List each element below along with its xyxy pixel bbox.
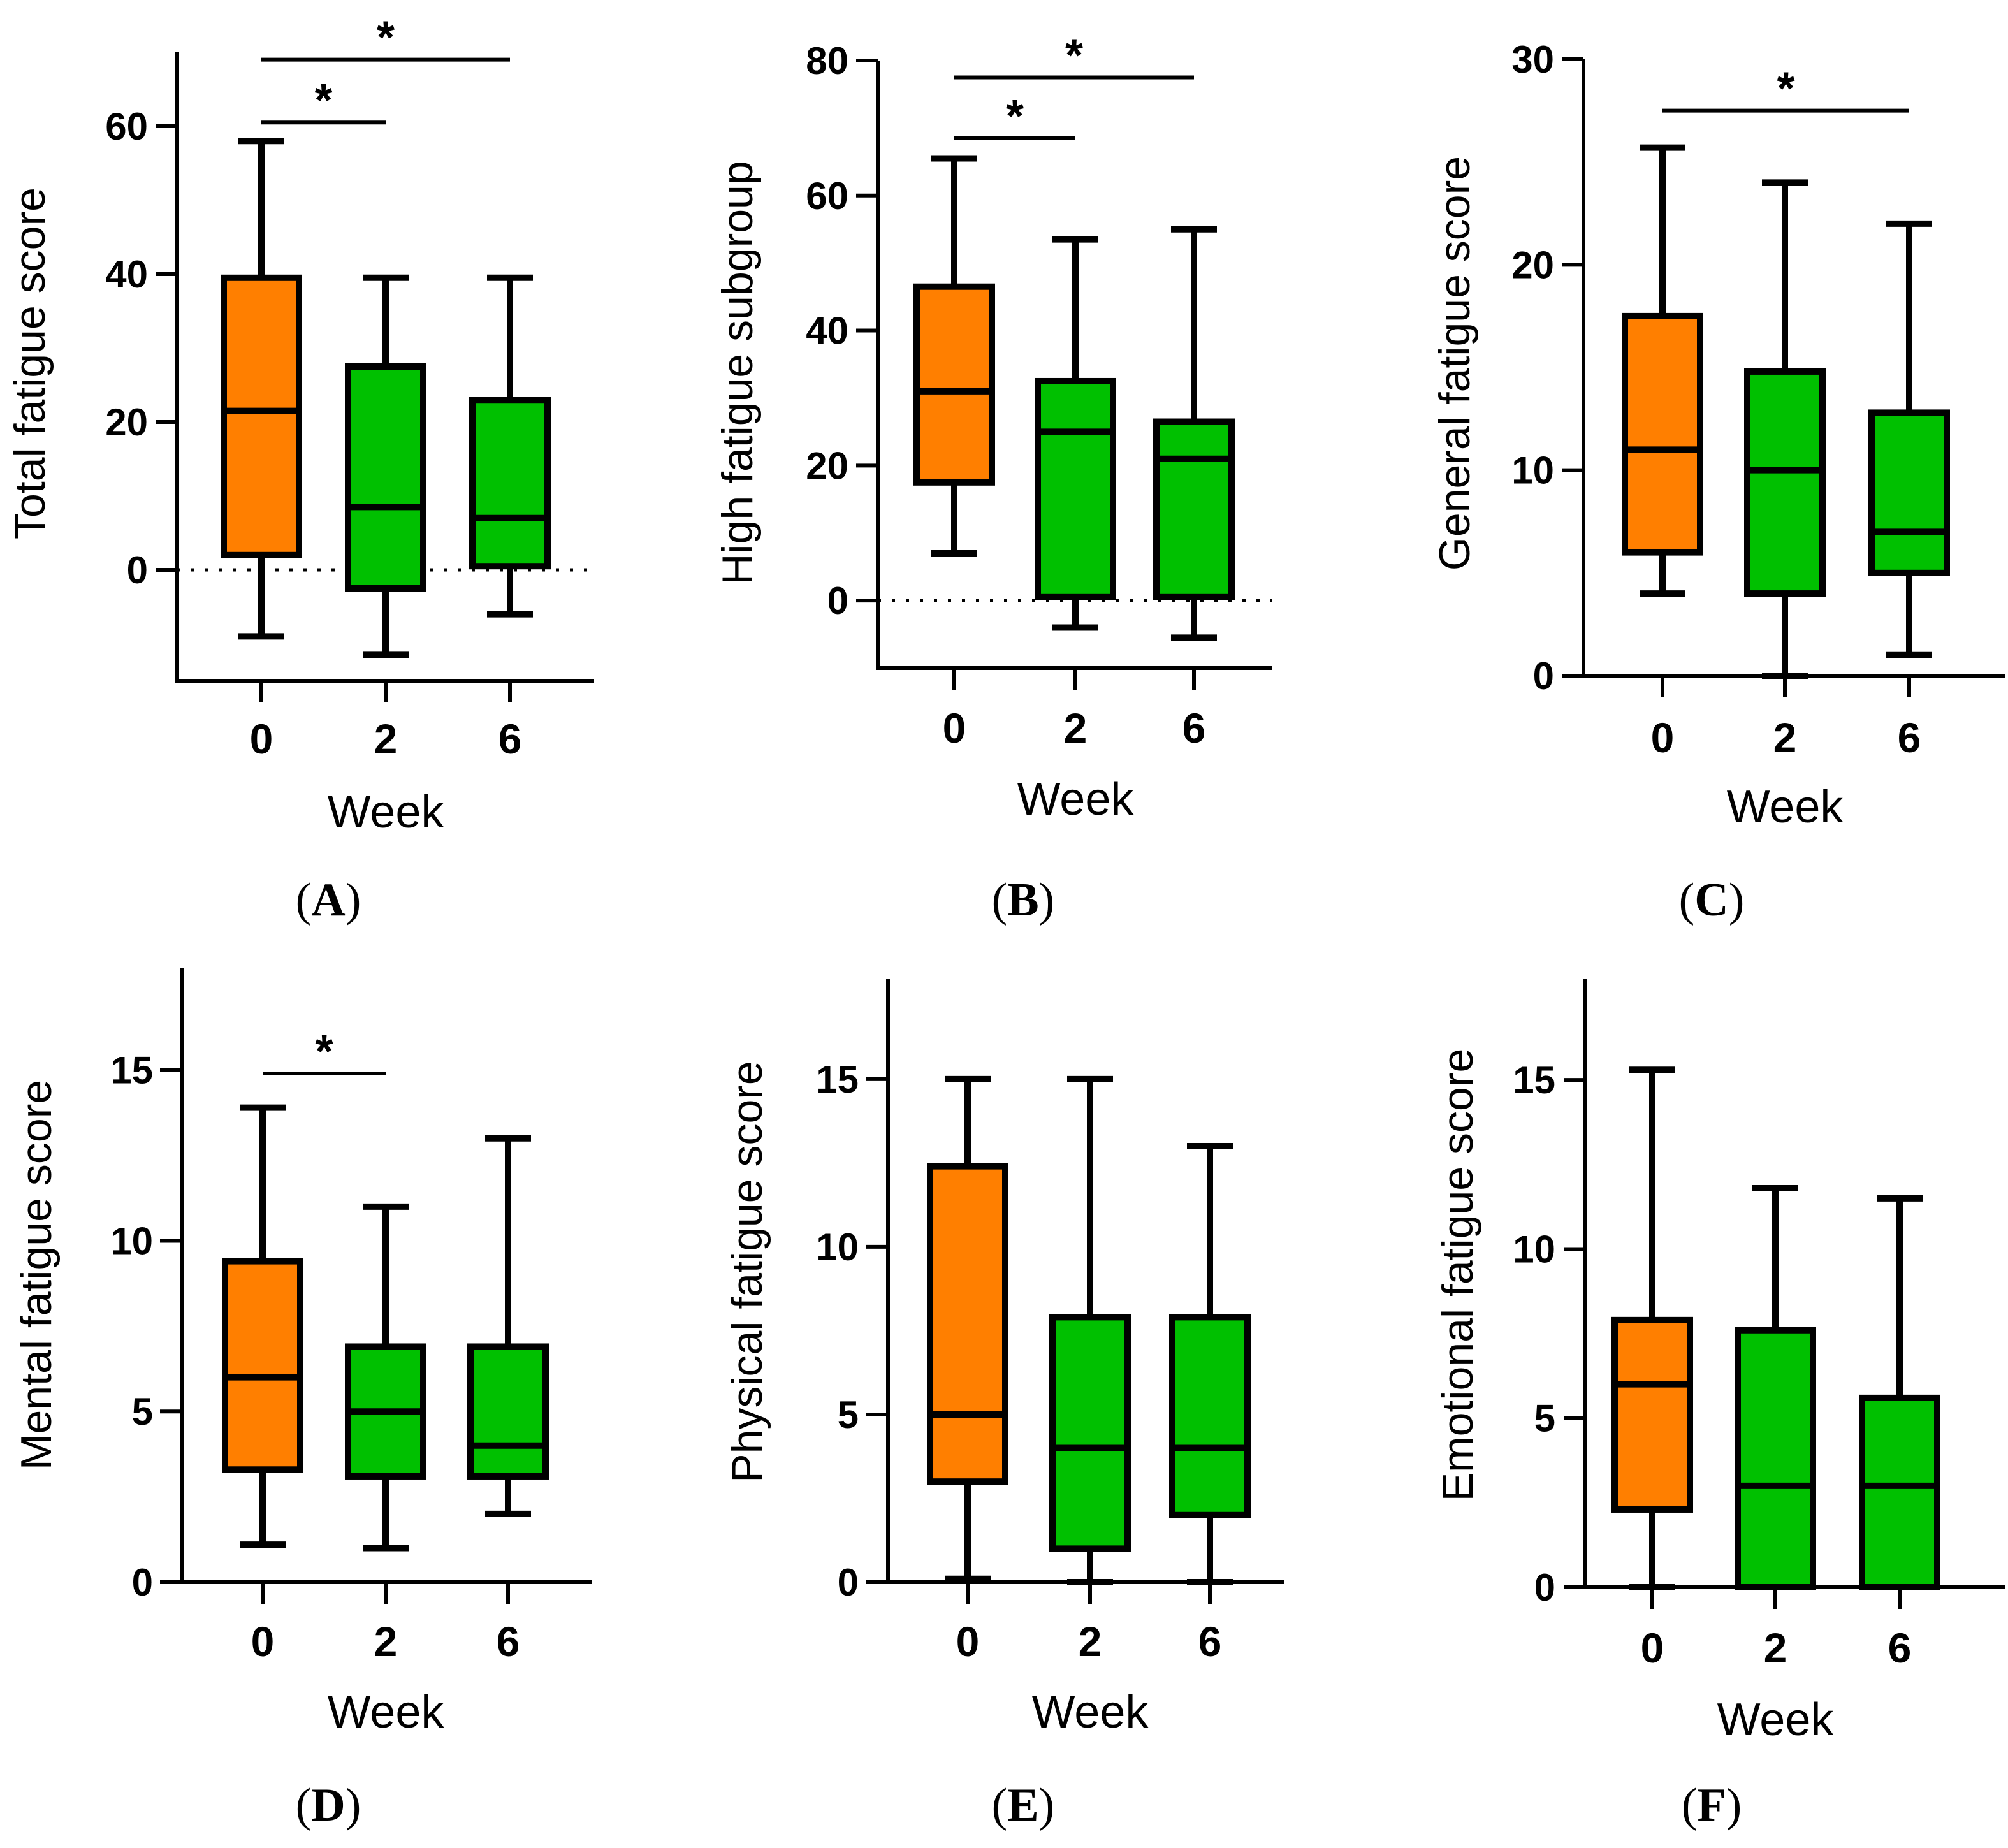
panel-a-y-tick-label: 20 bbox=[105, 401, 148, 444]
panel-b-x-axis-title: Week bbox=[1017, 774, 1135, 825]
panel-e-x-axis-title: Week bbox=[1032, 1687, 1149, 1738]
panel-c-significance-star-0-6: * bbox=[1777, 64, 1794, 115]
panel-b-caption: (B) bbox=[991, 874, 1055, 926]
panel-a-caption: (A) bbox=[295, 874, 361, 926]
panel-f-box-week-0 bbox=[1611, 1316, 1693, 1513]
panel-c-x-tick-label: 6 bbox=[1898, 714, 1921, 761]
panel-b-y-tick-label: 40 bbox=[806, 310, 848, 353]
panel-a-significance-star-0-6: * bbox=[377, 13, 395, 64]
panel-c-caption: (C) bbox=[1678, 874, 1745, 926]
panel-d-x-tick-label: 0 bbox=[251, 1618, 275, 1665]
panel-b-significance-star-0-6: * bbox=[1065, 30, 1083, 81]
panel-b-x-tick-label: 0 bbox=[943, 704, 966, 752]
panel-b-box-week-6 bbox=[1153, 418, 1235, 600]
panel-c-y-tick-label: 0 bbox=[1533, 655, 1554, 697]
panel-f-box-week-2 bbox=[1735, 1327, 1816, 1590]
panel-a-y-tick-label: 60 bbox=[105, 105, 148, 148]
panel-b-y-axis-title: High fatigue subgroup bbox=[713, 161, 762, 585]
panel-d-y-tick-label: 10 bbox=[110, 1219, 153, 1262]
panel-b-box-week-2 bbox=[1035, 377, 1116, 600]
panel-a-box-week-6 bbox=[469, 397, 551, 570]
panel-a-y-tick-label: 0 bbox=[127, 549, 148, 592]
panel-a-x-tick-label: 2 bbox=[374, 715, 398, 762]
panel-e-y-tick-label: 15 bbox=[816, 1058, 859, 1101]
panel-a-y-tick-label: 40 bbox=[105, 253, 148, 296]
panel-e-chart: 0 5 10 15 0 2 6 Week Physical fatigue score bbox=[723, 979, 1284, 1738]
panel-c-x-axis-title: Week bbox=[1727, 782, 1844, 833]
panel-f-y-tick-label: 15 bbox=[1513, 1059, 1555, 1102]
panel-b-x-tick-label: 2 bbox=[1064, 704, 1088, 752]
panel-e-caption: (E) bbox=[991, 1779, 1055, 1831]
panel-c-chart: 0 10 20 30 0 2 6 Week General fatigue score * bbox=[1430, 38, 2005, 833]
panel-e-box-week-2 bbox=[1049, 1314, 1131, 1552]
panel-b-y-tick-label: 60 bbox=[806, 175, 848, 217]
panel-b-x-tick-label: 6 bbox=[1182, 704, 1206, 752]
panel-f-x-axis-title: Week bbox=[1717, 1694, 1835, 1745]
panel-d-box-week-6 bbox=[467, 1343, 549, 1480]
panel-f-box-week-6 bbox=[1859, 1394, 1940, 1591]
panel-e-box-week-6 bbox=[1169, 1314, 1251, 1518]
panel-a-significance-star-0-2: * bbox=[314, 75, 332, 126]
panel-d-box-week-0 bbox=[222, 1258, 303, 1473]
panel-b-chart: 0 20 40 60 80 0 2 6 Week High fatigue subgroup * * bbox=[713, 30, 1272, 825]
panel-d-y-tick-label: 5 bbox=[132, 1390, 153, 1433]
panel-c-x-tick-label: 2 bbox=[1773, 714, 1797, 761]
panel-a-x-axis-title: Week bbox=[328, 787, 445, 838]
panel-d-y-tick-label: 15 bbox=[110, 1049, 153, 1092]
panel-d-x-tick-label: 6 bbox=[497, 1618, 520, 1665]
panel-e-x-tick-label: 0 bbox=[956, 1618, 980, 1665]
panel-a-x-tick-label: 0 bbox=[250, 715, 273, 762]
panel-d-y-tick-label: 0 bbox=[132, 1561, 153, 1604]
panel-f-x-tick-label: 0 bbox=[1641, 1624, 1664, 1671]
panel-a-box-week-2 bbox=[345, 363, 426, 592]
panel-b-y-tick-label: 0 bbox=[827, 579, 848, 622]
panel-c-y-tick-label: 10 bbox=[1511, 449, 1554, 492]
panel-e-x-tick-label: 6 bbox=[1198, 1618, 1222, 1665]
panel-e-y-tick-label: 0 bbox=[838, 1561, 859, 1604]
panel-d-caption: (D) bbox=[295, 1779, 361, 1831]
panel-e-box-week-0 bbox=[927, 1163, 1008, 1485]
panel-f-chart: 0 5 10 15 0 2 6 Week Emotional fatigue score bbox=[1434, 979, 2005, 1745]
panel-d-x-tick-label: 2 bbox=[374, 1618, 398, 1665]
panel-d-chart: 0 5 10 15 0 2 6 Week Mental fatigue score * bbox=[12, 968, 592, 1738]
panel-d-y-axis-title: Mental fatigue score bbox=[12, 1080, 61, 1470]
panel-b-significance-star-0-2: * bbox=[1006, 91, 1024, 142]
panel-a-box-week-0 bbox=[221, 274, 302, 558]
panel-c-y-tick-label: 30 bbox=[1511, 38, 1554, 81]
panel-b-y-tick-label: 80 bbox=[806, 40, 848, 82]
panel-c-y-axis-title: General fatigue score bbox=[1430, 156, 1479, 571]
panel-b-box-week-0 bbox=[913, 283, 995, 486]
panel-b-y-tick-label: 20 bbox=[806, 444, 848, 487]
panel-a-y-axis-title: Total fatigue score bbox=[6, 187, 54, 539]
panel-c-box-week-2 bbox=[1744, 368, 1826, 597]
panel-a-chart: 0 20 40 60 0 2 6 Week Total fatigue score * * bbox=[6, 13, 594, 838]
panel-c-box-week-0 bbox=[1622, 312, 1703, 556]
panel-d-x-axis-title: Week bbox=[328, 1687, 445, 1738]
panel-c-box-week-6 bbox=[1868, 409, 1950, 576]
panel-f-y-axis-title: Emotional fatigue score bbox=[1434, 1049, 1482, 1502]
panel-f-caption: (F) bbox=[1681, 1779, 1742, 1831]
panel-e-x-tick-label: 2 bbox=[1079, 1618, 1102, 1665]
panel-e-y-axis-title: Physical fatigue score bbox=[723, 1061, 771, 1482]
panel-f-y-tick-label: 5 bbox=[1534, 1397, 1555, 1440]
panel-a-x-tick-label: 6 bbox=[498, 715, 522, 762]
panel-e-y-tick-label: 5 bbox=[838, 1393, 859, 1436]
panel-d-significance-star-0-2: * bbox=[315, 1026, 333, 1077]
panel-c-x-tick-label: 0 bbox=[1651, 714, 1675, 761]
panel-f-y-tick-label: 10 bbox=[1513, 1228, 1555, 1270]
panel-f-y-tick-label: 0 bbox=[1534, 1566, 1555, 1609]
panel-c-y-tick-label: 20 bbox=[1511, 244, 1554, 286]
panel-e-y-tick-label: 10 bbox=[816, 1226, 859, 1269]
panel-f-x-tick-label: 6 bbox=[1888, 1624, 1912, 1671]
panel-f-x-tick-label: 2 bbox=[1764, 1624, 1787, 1671]
